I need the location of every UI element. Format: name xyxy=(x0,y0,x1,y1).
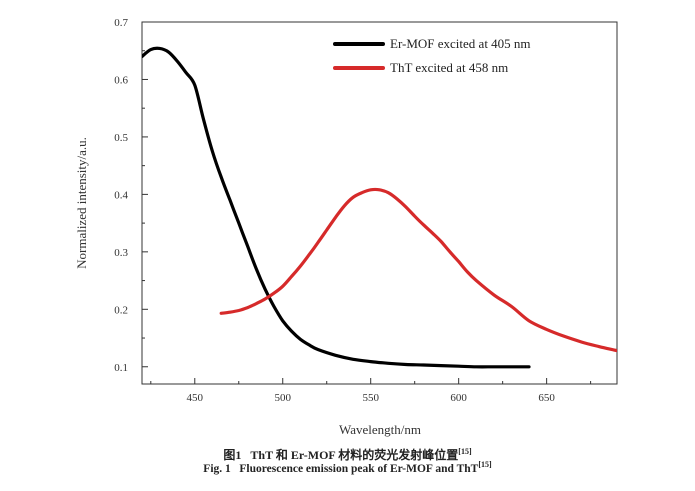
series-line-1 xyxy=(219,187,617,353)
x-tick-label: 650 xyxy=(538,392,555,404)
caption-cn-prefix: 图1 xyxy=(223,448,242,462)
legend: Er-MOF excited at 405 nm ThT excited at … xyxy=(333,36,531,75)
y-tick-label: 0.1 xyxy=(114,362,128,374)
y-tick-label: 0.3 xyxy=(114,247,128,259)
legend-label-er-mof: Er-MOF excited at 405 nm xyxy=(390,36,531,51)
figure-caption-chinese: 图1 ThT 和 Er-MOF 材料的荧光发射峰位置[15] xyxy=(0,446,695,463)
y-tick-label: 0.6 xyxy=(114,74,128,86)
x-tick-label: 450 xyxy=(187,392,204,404)
x-tick-label: 600 xyxy=(450,392,467,404)
axis-tick-labels: 450 500 550 600 650 0.1 0.2 0.3 0.4 0.5 0.6 0.7 xyxy=(114,17,555,404)
figure-caption-english: Fig. 1 Fluorescence emission peak of Er-… xyxy=(0,460,695,475)
emission-chart: 450 500 550 600 650 0.1 0.2 0.3 0.4 0.5 0.6 0.7 Wav… xyxy=(74,17,618,437)
caption-en-prefix: Fig. 1 xyxy=(203,463,231,475)
x-tick-label: 500 xyxy=(274,392,291,404)
y-tick-label: 0.5 xyxy=(114,132,128,144)
y-tick-label: 0.7 xyxy=(114,17,128,29)
series-line-0 xyxy=(142,46,531,369)
caption-cn-text: ThT 和 Er-MOF 材料的荧光发射峰位置 xyxy=(250,448,459,462)
y-tick-label: 0.4 xyxy=(114,189,128,201)
x-tick-label: 550 xyxy=(362,392,379,404)
caption-en-text: Fluorescence emission peak of Er-MOF and… xyxy=(239,463,479,475)
caption-cn-ref: [15] xyxy=(458,447,472,456)
axis-ticks xyxy=(142,21,592,384)
caption-en-ref: [15] xyxy=(478,460,492,470)
plot-area-frame xyxy=(141,21,618,385)
legend-label-tht: ThT excited at 458 nm xyxy=(390,60,508,75)
y-axis-title: Normalized intensity/a.u. xyxy=(74,137,89,269)
series-layer xyxy=(142,46,617,369)
y-tick-label: 0.2 xyxy=(114,304,128,316)
x-axis-title: Wavelength/nm xyxy=(339,422,421,437)
